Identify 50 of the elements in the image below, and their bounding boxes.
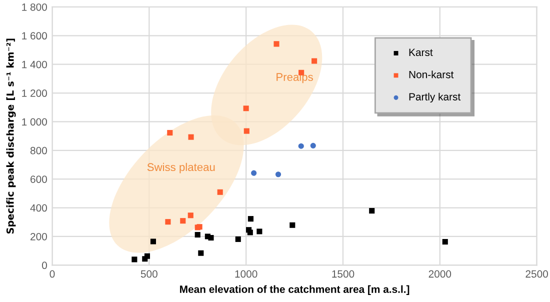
point: [256, 228, 262, 234]
x-tick-label: 2000: [428, 270, 452, 278]
point: [442, 238, 448, 245]
annotation: Swiss plateau: [147, 162, 215, 174]
x-tick-label: 500: [140, 270, 158, 278]
point: [217, 189, 223, 195]
y-tick-label: 200: [30, 232, 47, 240]
point: [248, 216, 254, 222]
point: [188, 134, 194, 140]
legend-label: Karst: [409, 48, 433, 56]
point: [244, 128, 250, 134]
point: [150, 238, 156, 244]
y-axis-title: Specific peak discharge [L s⁻¹ km⁻²]: [6, 38, 16, 234]
y-tick-label: 0: [42, 262, 47, 270]
point: [251, 170, 257, 176]
y-tick-label: 600: [30, 176, 47, 183]
legend-label: Partly karst: [409, 92, 461, 103]
y-tick-label: 1 800: [22, 3, 47, 11]
x-tick-label: 1500: [332, 270, 354, 278]
point: [312, 58, 318, 64]
y-tick-label: 400: [30, 204, 47, 212]
point: [208, 234, 214, 241]
y-tick-label: 1 600: [22, 32, 47, 40]
point: [243, 106, 249, 112]
y-tick-label: 1 400: [22, 60, 47, 68]
point: [235, 236, 241, 242]
point: [167, 130, 173, 136]
x-tick-label: 0: [50, 270, 55, 278]
point: [132, 256, 138, 262]
point: [198, 250, 204, 256]
point: [274, 41, 280, 47]
x-axis-title: Mean elevation of the catchment area [m a.s.l.]: [180, 285, 410, 295]
point: [290, 222, 296, 228]
point: [180, 218, 186, 224]
x-tick-label: 2500: [526, 270, 548, 278]
y-tick-label: 1 200: [22, 90, 47, 97]
y-tick-label: 800: [30, 146, 47, 154]
point: [144, 253, 150, 259]
y-tick-label: 1 000: [22, 118, 47, 126]
annotation: Prealps: [276, 72, 313, 84]
point: [165, 219, 171, 225]
point: [275, 172, 282, 178]
point: [247, 230, 253, 236]
point: [194, 232, 200, 238]
point: [369, 208, 375, 214]
point: [298, 143, 304, 149]
x-tick-label: 1000: [235, 270, 258, 278]
legend-label: Non-karst: [409, 70, 454, 78]
point: [188, 212, 194, 218]
point: [310, 142, 316, 148]
